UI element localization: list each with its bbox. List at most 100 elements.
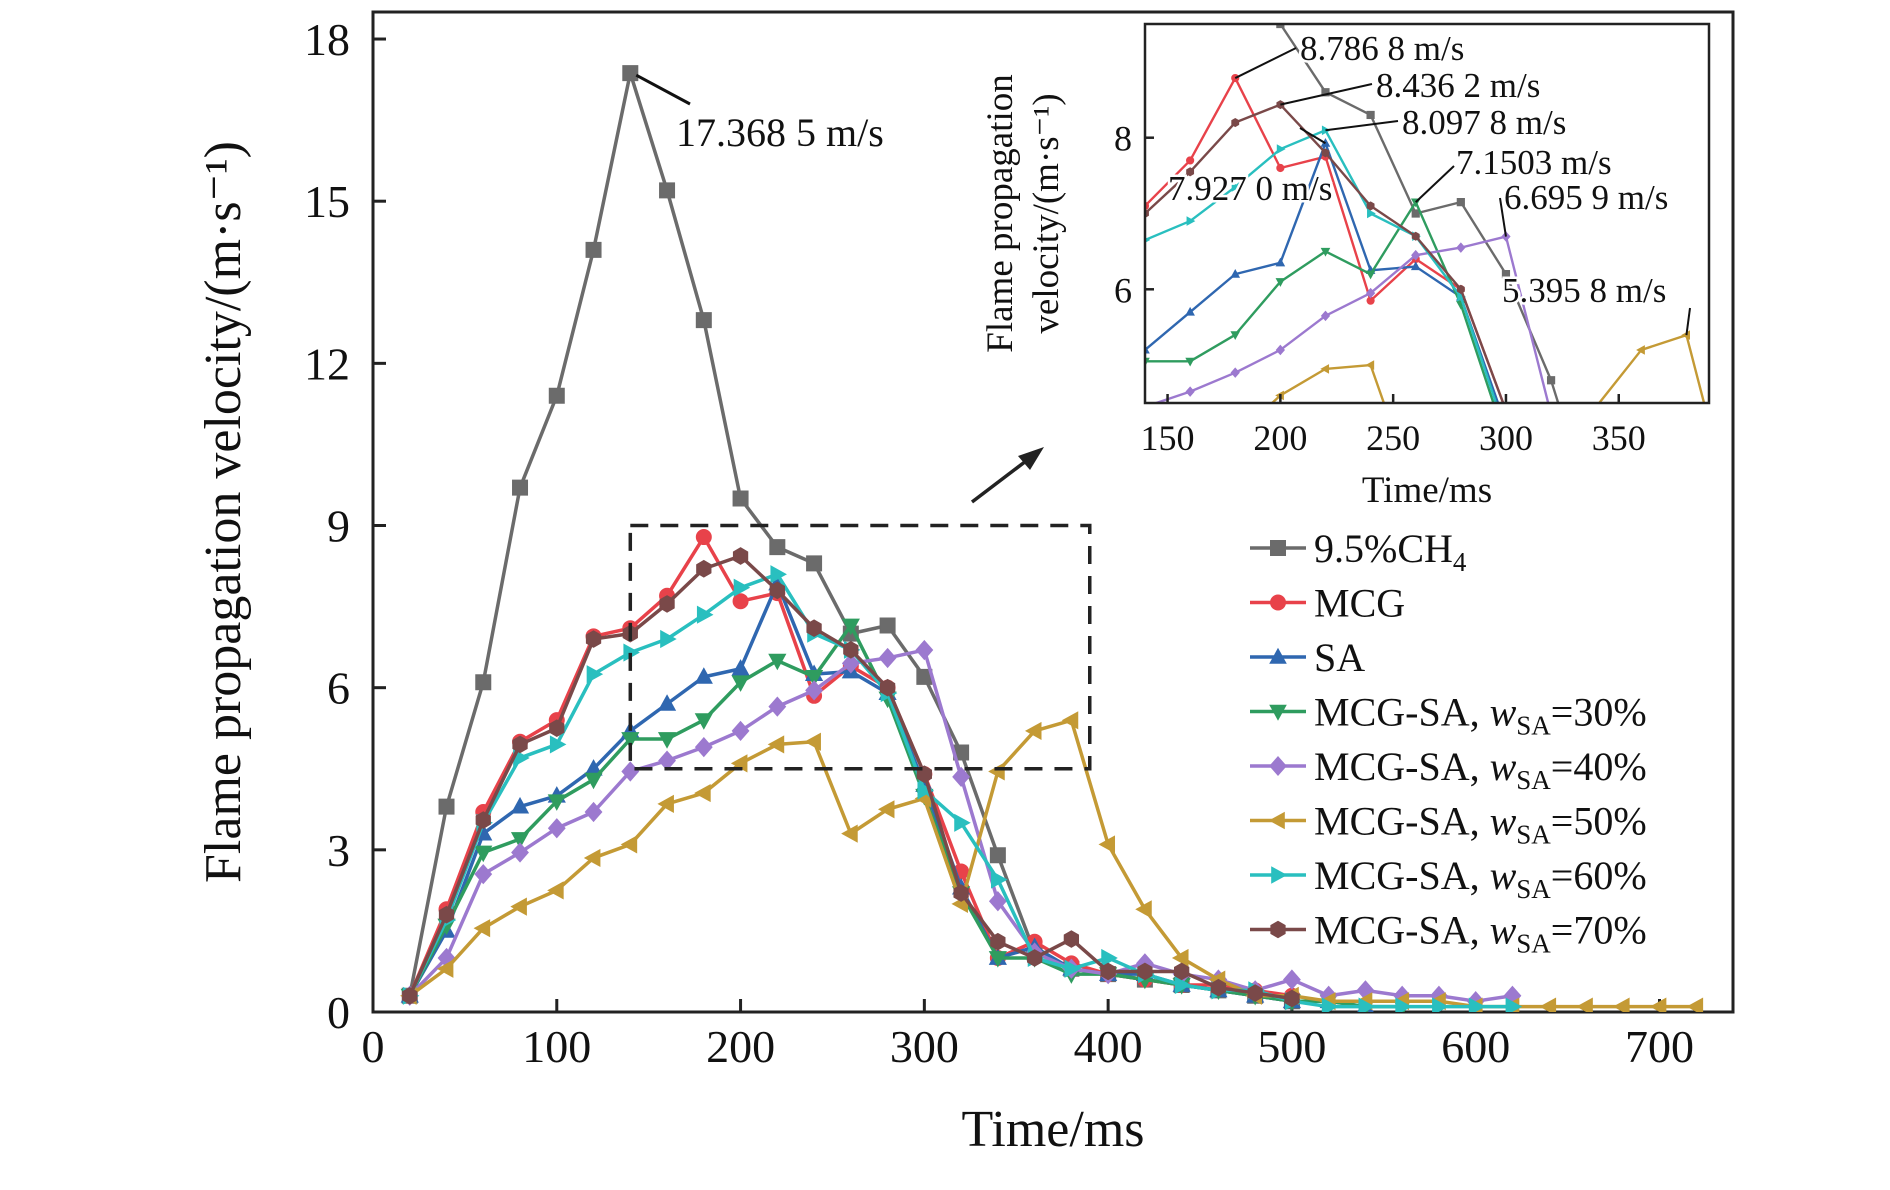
inset-data-point bbox=[961, 517, 969, 524]
inset-data-point bbox=[1185, 306, 1195, 316]
inset-data-point bbox=[1773, 695, 1780, 702]
inset-y-axis-title-line1: Flame propagation bbox=[980, 74, 1021, 352]
x-tick-label: 600 bbox=[1441, 1021, 1510, 1072]
inset-annotation-leader bbox=[1280, 83, 1373, 106]
inset-data-point bbox=[1547, 574, 1555, 581]
legend-label-tail: =30% bbox=[1551, 690, 1647, 735]
inset-data-point bbox=[961, 546, 969, 555]
inset-data-point bbox=[1682, 679, 1690, 688]
legend-label-italic: w bbox=[1490, 853, 1517, 898]
main-plot-frame bbox=[371, 10, 1735, 1014]
y-axis-title: Flame propagation velocity/(m·s⁻¹) bbox=[195, 141, 252, 883]
legend-swatch-marker bbox=[1268, 811, 1285, 830]
main-data-point bbox=[1174, 962, 1190, 981]
inset-data-point bbox=[1185, 386, 1195, 397]
inset-data-point bbox=[1096, 399, 1104, 406]
x-tick-label: 300 bbox=[890, 1021, 959, 1072]
main-data-point bbox=[474, 864, 493, 885]
zoom-indicator bbox=[628, 447, 1092, 771]
inset-data-point bbox=[1863, 710, 1870, 717]
inset-data-point bbox=[1774, 687, 1781, 695]
main-data-point bbox=[879, 678, 896, 697]
main-data-point bbox=[1649, 997, 1667, 1012]
inset-data-point bbox=[1773, 696, 1781, 703]
inset-x-tick-label: 200 bbox=[1253, 418, 1307, 458]
main-data-point bbox=[585, 241, 602, 258]
main-data-point bbox=[584, 772, 603, 790]
legend-label-sub: SA bbox=[1516, 929, 1551, 959]
inset-data-point bbox=[1410, 261, 1421, 271]
inset-data-point bbox=[961, 490, 969, 497]
legend-item-6: MCG-SA, wSA=60% bbox=[1250, 853, 1647, 904]
inset-data-point bbox=[1186, 167, 1195, 177]
inset-data-point bbox=[1819, 702, 1826, 710]
main-data-point bbox=[1539, 997, 1557, 1012]
main-series-line bbox=[408, 623, 1403, 1009]
legend-item-2: SA bbox=[1250, 635, 1365, 680]
inset-data-point bbox=[1365, 360, 1375, 370]
main-series-group bbox=[400, 65, 1704, 1012]
main-data-point bbox=[841, 653, 860, 674]
inset-data-point bbox=[1547, 543, 1554, 550]
zoom-box bbox=[628, 523, 1092, 771]
main-data-point bbox=[1063, 930, 1080, 948]
main-data-point bbox=[512, 479, 529, 496]
main-data-point bbox=[402, 986, 418, 1005]
inset-chart: 150 200 250 300 350 6 8 Time/ms Flame propagatio… bbox=[871, 22, 1871, 725]
main-data-point bbox=[1061, 711, 1079, 730]
inset-data-point bbox=[1773, 671, 1781, 680]
main-data-point bbox=[806, 555, 823, 572]
inset-data-point bbox=[1006, 452, 1014, 459]
inset-annotation-leader bbox=[1685, 307, 1691, 336]
legend-label-base: MCG bbox=[1314, 581, 1405, 626]
inset-data-point bbox=[1864, 710, 1871, 718]
main-data-point bbox=[659, 182, 676, 199]
inset-data-point bbox=[915, 626, 923, 633]
inset-data-point bbox=[1818, 687, 1826, 696]
inset-data-point bbox=[1141, 505, 1148, 513]
inset-data-point bbox=[1638, 642, 1645, 649]
inset-data-point bbox=[1502, 407, 1509, 414]
inset-data-point bbox=[1682, 679, 1690, 686]
main-data-point bbox=[620, 835, 638, 854]
legend-label-italic: w bbox=[1490, 744, 1517, 789]
inset-data-point bbox=[916, 604, 923, 612]
inset-data-point bbox=[871, 718, 878, 725]
main-data-point bbox=[547, 881, 564, 900]
main-data-point bbox=[657, 694, 677, 711]
main-data-point bbox=[621, 732, 640, 749]
main-data-point bbox=[512, 735, 528, 754]
inset-data-point bbox=[1636, 345, 1645, 355]
main-data-point bbox=[549, 735, 567, 754]
main-data-point bbox=[1247, 984, 1263, 1002]
main-data-point bbox=[1024, 721, 1042, 741]
inset-frame bbox=[1143, 22, 1711, 405]
inset-annotation-label: 8.436 2 m/s bbox=[1376, 66, 1540, 105]
inset-x-tick-label: 250 bbox=[1366, 418, 1420, 458]
main-data-point bbox=[804, 669, 824, 687]
main-data-point bbox=[768, 653, 787, 671]
main-data-point bbox=[731, 720, 750, 742]
inset-series-7 bbox=[916, 100, 1555, 612]
main-data-point bbox=[915, 639, 934, 661]
inset-data-point bbox=[1547, 589, 1554, 597]
inset-data-point bbox=[1548, 573, 1555, 581]
inset-data-point bbox=[1186, 156, 1195, 165]
inset-data-point bbox=[1006, 361, 1013, 368]
inset-data-point bbox=[1773, 695, 1780, 702]
inset-data-point bbox=[1637, 665, 1645, 672]
inset-data-point bbox=[1411, 249, 1421, 261]
legend-item-4: MCG-SA, wSA=40% bbox=[1250, 744, 1647, 795]
main-data-point bbox=[584, 801, 603, 823]
inset-data-point bbox=[961, 460, 968, 467]
main-data-point bbox=[657, 732, 677, 749]
main-data-point bbox=[843, 641, 859, 659]
inset-data-point bbox=[1501, 270, 1511, 279]
inset-data-point bbox=[1051, 437, 1059, 444]
inset-data-point bbox=[1276, 100, 1285, 110]
main-data-point bbox=[1321, 997, 1339, 1012]
inset-data-point bbox=[1097, 266, 1104, 274]
inset-data-point bbox=[1052, 365, 1059, 373]
inset-data-point bbox=[1320, 310, 1331, 322]
